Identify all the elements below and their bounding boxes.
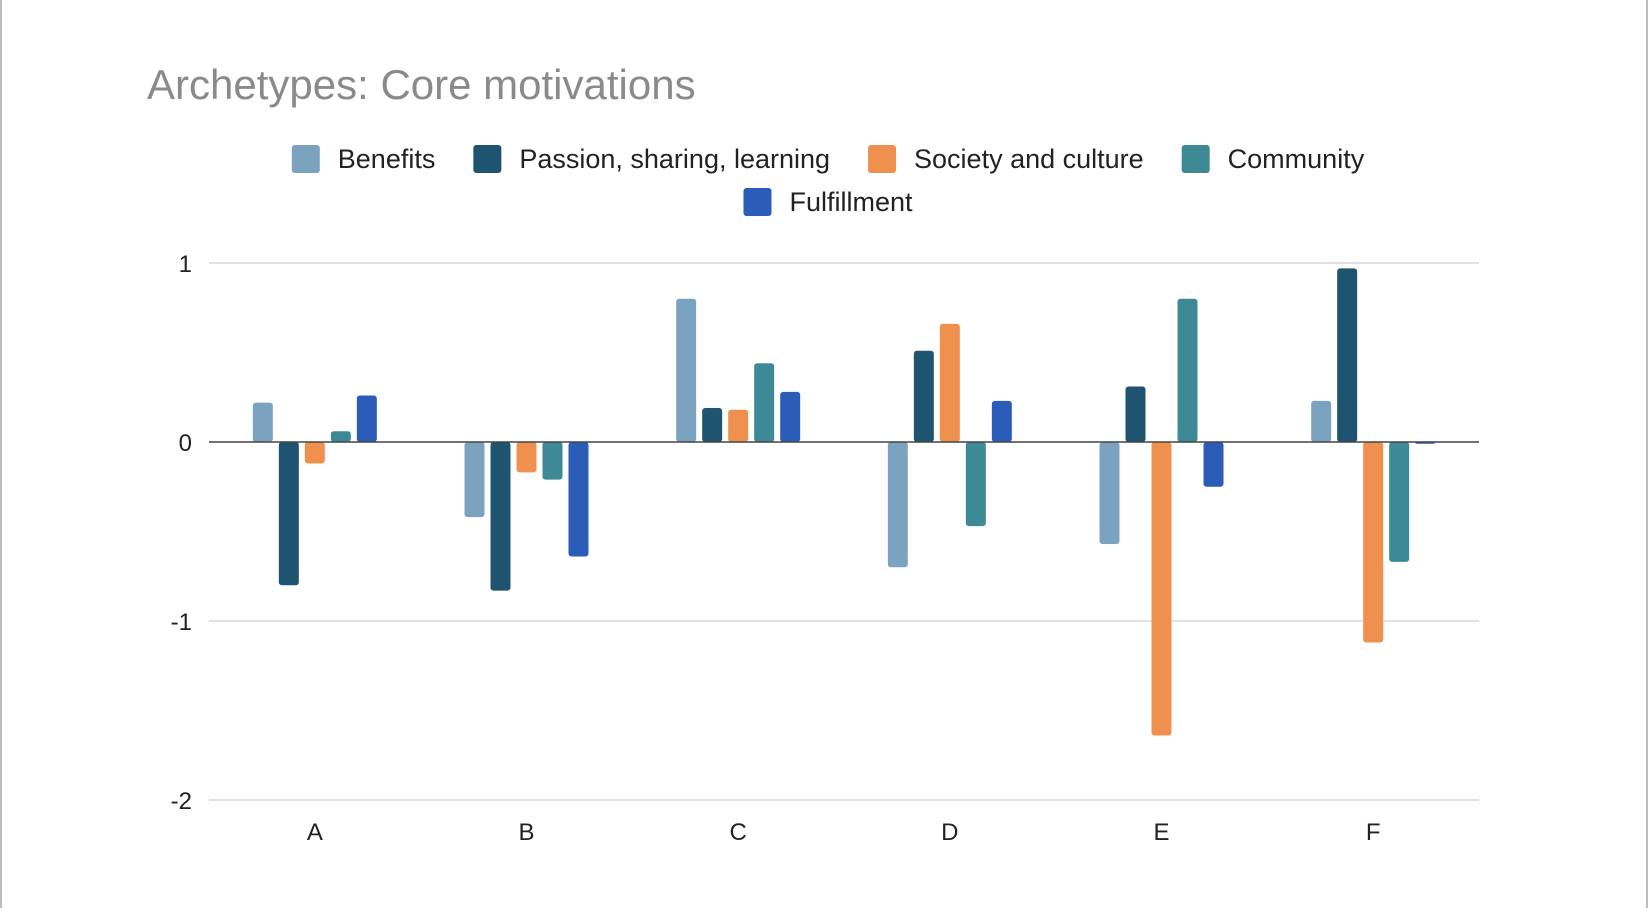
gridlines	[209, 262, 1479, 801]
x-tick-label: D	[941, 819, 958, 846]
bar-e-society-and-culture	[1151, 442, 1172, 736]
bar-c-fulfillment	[780, 391, 801, 442]
legend-swatch	[473, 145, 502, 173]
legend-label: Fulfillment	[789, 187, 913, 217]
bar-a-fulfillment	[356, 395, 377, 442]
bar-a-passion-sharing-learning	[278, 442, 299, 586]
bar-f-passion-sharing-learning	[1337, 268, 1358, 442]
bar-f-community	[1389, 442, 1410, 562]
bar-b-fulfillment	[568, 442, 589, 557]
bar-f-society-and-culture	[1363, 442, 1384, 643]
legend-item: Society and culture	[868, 144, 1144, 174]
bar-e-fulfillment	[1203, 442, 1224, 487]
legend-label: Passion, sharing, learning	[519, 144, 830, 174]
y-tick-label: 0	[179, 430, 192, 457]
legend: Benefits Passion, sharing, learning Societ…	[291, 144, 1365, 217]
bar-a-benefits	[252, 402, 273, 442]
axes: 1 0 -1 -2 A B C D E F	[171, 251, 1479, 846]
bar-e-benefits	[1099, 442, 1120, 545]
x-tick-label: E	[1153, 819, 1169, 846]
bar-c-community	[754, 363, 775, 442]
x-tick-label: A	[307, 819, 323, 846]
legend-label: Society and culture	[914, 144, 1144, 174]
y-tick-label: -2	[171, 788, 192, 815]
bar-d-society-and-culture	[939, 323, 960, 442]
bar-c-passion-sharing-learning	[702, 407, 723, 442]
legend-label: Benefits	[338, 144, 436, 174]
bar-b-community	[542, 442, 563, 480]
bar-c-society-and-culture	[728, 409, 749, 442]
bar-f-benefits	[1311, 400, 1332, 442]
bars	[252, 268, 1436, 736]
y-tick-label: -1	[171, 609, 192, 636]
bar-a-society-and-culture	[304, 442, 325, 464]
bar-b-passion-sharing-learning	[490, 442, 511, 591]
legend-item: Community	[1181, 144, 1365, 174]
bar-d-passion-sharing-learning	[913, 350, 934, 442]
legend-item: Benefits	[291, 144, 436, 174]
bar-b-benefits	[464, 442, 485, 518]
y-tick-label: 1	[179, 251, 192, 278]
chart-title: Archetypes: Core motivations	[147, 61, 696, 108]
bar-d-community	[965, 442, 986, 527]
legend-swatch	[1181, 145, 1210, 173]
bar-e-community	[1177, 298, 1198, 442]
x-tick-label: F	[1366, 819, 1381, 846]
bar-d-fulfillment	[991, 400, 1012, 442]
bar-a-community	[330, 431, 351, 442]
legend-item: Passion, sharing, learning	[473, 144, 830, 174]
x-tick-label: C	[729, 819, 746, 846]
bar-c-benefits	[676, 298, 697, 442]
legend-item: Fulfillment	[743, 187, 913, 217]
legend-swatch	[743, 188, 772, 216]
bar-d-benefits	[887, 442, 908, 568]
legend-swatch	[868, 145, 897, 173]
bar-b-society-and-culture	[516, 442, 537, 473]
x-tick-label: B	[518, 819, 534, 846]
bar-e-passion-sharing-learning	[1125, 386, 1146, 442]
legend-swatch	[291, 145, 320, 173]
legend-label: Community	[1228, 144, 1365, 174]
